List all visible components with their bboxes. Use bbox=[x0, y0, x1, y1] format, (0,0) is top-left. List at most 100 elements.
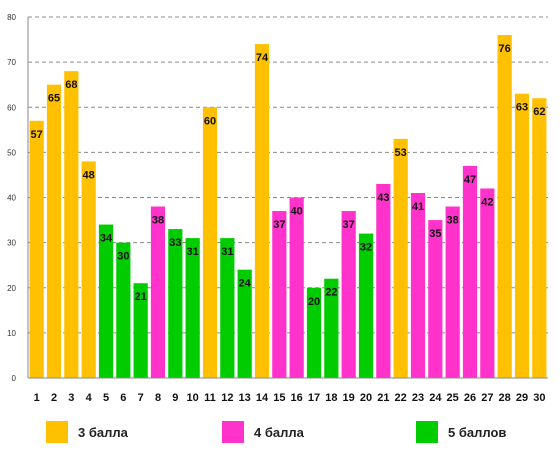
x-tick-label: 22 bbox=[395, 392, 407, 404]
x-tick-label: 3 bbox=[68, 392, 74, 404]
x-tick-label: 16 bbox=[291, 392, 303, 404]
legend-swatch-5 bbox=[416, 421, 438, 443]
bars bbox=[29, 35, 547, 379]
bar-value-label: 65 bbox=[48, 93, 60, 105]
bar-value-label: 40 bbox=[291, 206, 303, 218]
bar-value-label: 43 bbox=[377, 192, 389, 204]
y-axis-ticks: 0 10 20 30 40 50 60 70 80 bbox=[7, 13, 16, 383]
bar bbox=[410, 192, 426, 378]
bar-value-label: 48 bbox=[83, 169, 95, 181]
bar bbox=[116, 242, 131, 378]
y-tick-label: 40 bbox=[7, 194, 16, 203]
x-tick-label: 18 bbox=[325, 392, 337, 404]
x-tick-label: 29 bbox=[516, 392, 528, 404]
bar-value-label: 53 bbox=[395, 147, 407, 159]
bar bbox=[306, 287, 322, 378]
bar bbox=[480, 188, 495, 378]
x-tick-label: 30 bbox=[533, 392, 545, 404]
x-tick-label: 6 bbox=[120, 392, 126, 404]
x-tick-label: 9 bbox=[172, 392, 178, 404]
bar-value-label: 31 bbox=[187, 246, 199, 258]
y-tick-label: 0 bbox=[12, 374, 17, 383]
legend-label-4: 4 балла bbox=[254, 424, 304, 440]
bar-value-label: 74 bbox=[256, 52, 269, 64]
bar-value-label: 62 bbox=[533, 106, 545, 118]
bar bbox=[254, 44, 270, 378]
bar bbox=[98, 224, 114, 378]
y-tick-label: 70 bbox=[7, 58, 16, 67]
x-tick-label: 25 bbox=[447, 392, 459, 404]
legend-label-3: 3 балла bbox=[78, 424, 128, 440]
bar bbox=[358, 233, 374, 378]
x-tick-label: 24 bbox=[429, 392, 442, 404]
y-tick-label: 30 bbox=[7, 239, 16, 248]
x-tick-label: 7 bbox=[138, 392, 144, 404]
x-tick-label: 5 bbox=[103, 392, 109, 404]
bar bbox=[81, 161, 96, 378]
legend-label-5: 5 баллов bbox=[448, 424, 507, 440]
bar-value-label: 68 bbox=[65, 79, 77, 91]
legend-item-5: 5 баллов bbox=[416, 420, 506, 444]
bar-value-label: 32 bbox=[360, 242, 372, 254]
bar bbox=[341, 211, 356, 378]
x-tick-label: 17 bbox=[308, 392, 320, 404]
y-tick-label: 80 bbox=[7, 13, 16, 22]
bar-value-label: 33 bbox=[169, 237, 181, 249]
x-tick-label: 20 bbox=[360, 392, 372, 404]
bar-value-label: 60 bbox=[204, 115, 216, 127]
x-tick-label: 4 bbox=[86, 392, 93, 404]
value-labels: 57 65 68 48 34 30 21 38 33 31 60 31 24 74 37 40 20 22 37 32… bbox=[31, 43, 546, 308]
y-tick-label: 20 bbox=[7, 284, 16, 293]
bar bbox=[202, 107, 218, 378]
y-tick-label: 10 bbox=[7, 329, 16, 338]
bar-value-label: 24 bbox=[239, 278, 252, 290]
bar-value-label: 35 bbox=[429, 228, 441, 240]
bar bbox=[289, 197, 304, 378]
bar-value-label: 21 bbox=[135, 291, 147, 303]
bar bbox=[428, 220, 443, 378]
bar-value-label: 76 bbox=[499, 43, 511, 55]
bar-value-label: 34 bbox=[100, 233, 113, 245]
x-tick-label: 11 bbox=[204, 392, 216, 404]
legend-swatch-4 bbox=[222, 421, 244, 443]
x-tick-label: 27 bbox=[481, 392, 493, 404]
bar bbox=[29, 120, 44, 378]
x-tick-label: 15 bbox=[273, 392, 285, 404]
bar bbox=[150, 206, 166, 378]
x-tick-label: 14 bbox=[256, 392, 269, 404]
bar bbox=[497, 35, 512, 379]
bar bbox=[393, 138, 408, 378]
y-tick-label: 50 bbox=[7, 148, 16, 157]
legend-swatch-3 bbox=[46, 421, 68, 443]
x-tick-label: 8 bbox=[155, 392, 161, 404]
x-tick-label: 19 bbox=[343, 392, 355, 404]
bar-value-label: 37 bbox=[343, 219, 355, 231]
x-tick-label: 1 bbox=[34, 392, 40, 404]
bar bbox=[237, 269, 252, 378]
x-tick-label: 13 bbox=[239, 392, 251, 404]
gridlines bbox=[28, 16, 548, 334]
bar-value-label: 63 bbox=[516, 102, 528, 114]
bar-value-label: 37 bbox=[273, 219, 285, 231]
bar-value-label: 20 bbox=[308, 296, 320, 308]
bar-value-label: 30 bbox=[117, 251, 129, 263]
bar-value-label: 47 bbox=[464, 174, 476, 186]
y-tick-label: 60 bbox=[7, 103, 16, 112]
bar-value-label: 42 bbox=[481, 196, 493, 208]
bar bbox=[133, 283, 148, 378]
x-tick-label: 26 bbox=[464, 392, 476, 404]
x-tick-label: 21 bbox=[377, 392, 389, 404]
legend-item-4: 4 балла bbox=[222, 420, 304, 444]
bar bbox=[220, 238, 235, 378]
bar-value-label: 57 bbox=[31, 129, 43, 141]
bar-value-label: 41 bbox=[412, 201, 424, 213]
x-tick-label: 2 bbox=[51, 392, 57, 404]
bar bbox=[376, 183, 391, 378]
bar bbox=[462, 165, 478, 378]
bar bbox=[532, 98, 547, 378]
x-tick-label: 28 bbox=[499, 392, 511, 404]
bar bbox=[272, 211, 287, 378]
legend-item-3: 3 балла bbox=[46, 420, 128, 444]
